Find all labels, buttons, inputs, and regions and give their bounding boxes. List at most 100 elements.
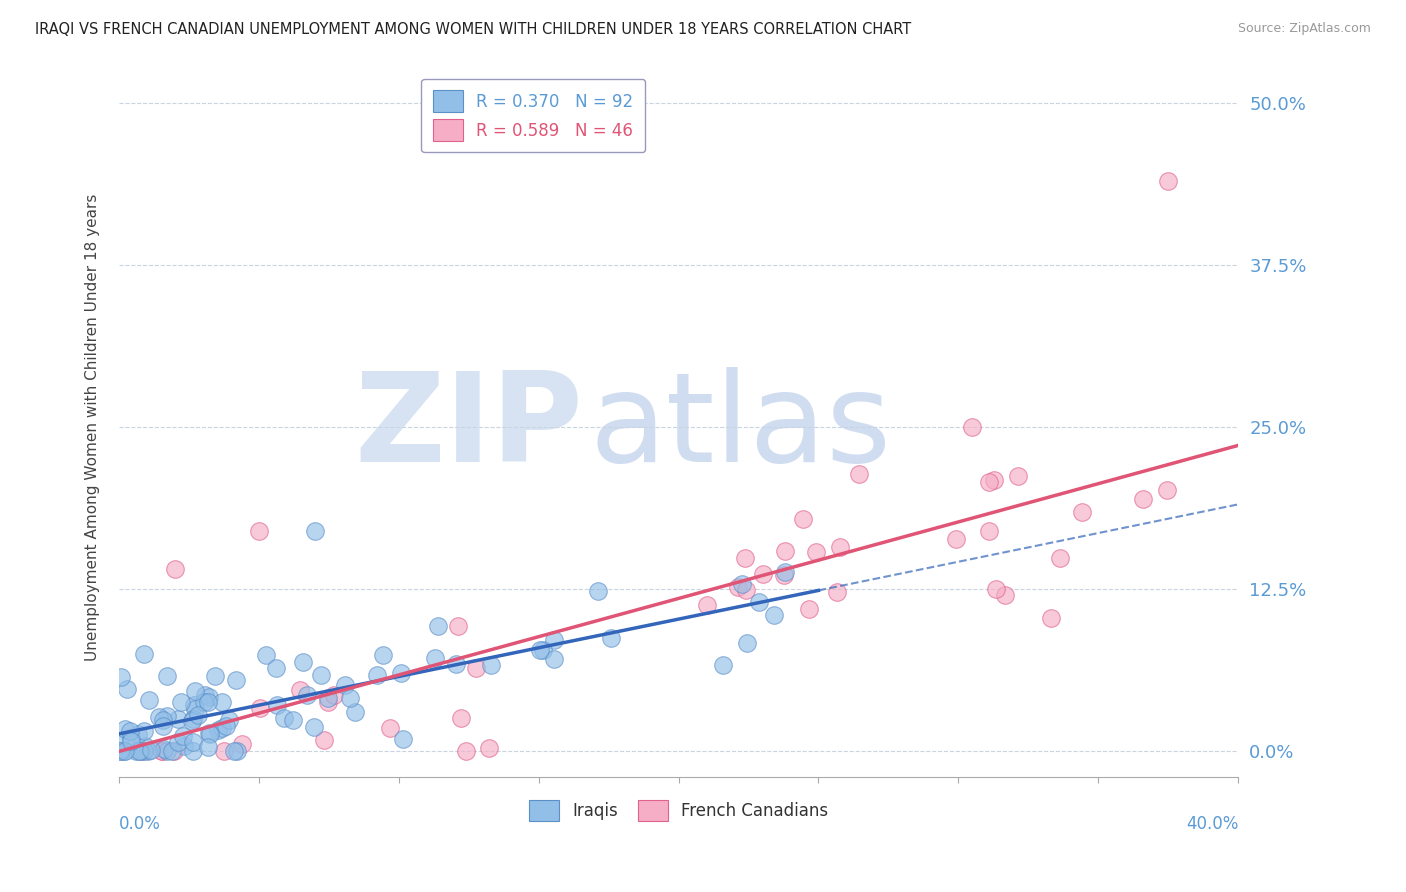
Point — [311, 668, 333, 682]
Point — [134, 647, 156, 661]
Point — [254, 648, 277, 662]
Point — [184, 684, 207, 698]
Point — [945, 533, 967, 547]
Point — [1156, 483, 1178, 497]
Point — [193, 695, 215, 709]
Point — [198, 727, 221, 741]
Point — [444, 657, 467, 671]
Point — [198, 690, 221, 704]
Point — [152, 719, 174, 733]
Point — [304, 524, 326, 538]
Point — [343, 706, 366, 720]
Point — [752, 566, 775, 581]
Point — [763, 608, 786, 623]
Point — [187, 708, 209, 723]
Point — [183, 698, 205, 712]
Point — [114, 722, 136, 736]
Point — [110, 744, 132, 758]
Point — [1157, 174, 1180, 188]
Point — [454, 744, 477, 758]
Point — [318, 691, 340, 706]
Point — [734, 550, 756, 565]
Point — [172, 730, 194, 744]
Point — [273, 711, 295, 725]
Point — [249, 701, 271, 715]
Point — [152, 713, 174, 727]
Point — [170, 695, 193, 709]
Point — [148, 710, 170, 724]
Point — [197, 695, 219, 709]
Point — [128, 744, 150, 758]
Point — [167, 712, 190, 726]
Point — [131, 744, 153, 758]
Text: IRAQI VS FRENCH CANADIAN UNEMPLOYMENT AMONG WOMEN WITH CHILDREN UNDER 18 YEARS C: IRAQI VS FRENCH CANADIAN UNEMPLOYMENT AM… — [35, 22, 911, 37]
Point — [156, 744, 179, 758]
Point — [695, 598, 717, 612]
Point — [120, 731, 142, 745]
Point — [114, 744, 136, 758]
Point — [181, 744, 204, 758]
Point — [215, 719, 238, 733]
Point — [207, 723, 229, 738]
Point — [312, 732, 335, 747]
Point — [204, 669, 226, 683]
Point — [825, 585, 848, 599]
Point — [339, 691, 361, 706]
Point — [371, 648, 394, 662]
Point — [163, 744, 186, 758]
Point — [479, 658, 502, 673]
Point — [156, 669, 179, 683]
Point — [423, 650, 446, 665]
Point — [586, 583, 609, 598]
Point — [392, 732, 415, 747]
Point — [167, 735, 190, 749]
Text: atlas: atlas — [589, 367, 891, 488]
Point — [117, 681, 139, 696]
Point — [150, 744, 173, 758]
Point — [129, 744, 152, 758]
Point — [380, 721, 402, 735]
Point — [984, 582, 1007, 597]
Point — [290, 683, 312, 698]
Point — [731, 577, 754, 591]
Point — [138, 693, 160, 707]
Point — [108, 734, 131, 748]
Point — [962, 420, 984, 434]
Point — [231, 737, 253, 751]
Point — [183, 702, 205, 716]
Point — [1039, 610, 1062, 624]
Point — [979, 524, 1001, 538]
Point — [150, 744, 173, 758]
Point — [804, 544, 827, 558]
Point — [211, 721, 233, 735]
Point — [465, 661, 488, 675]
Point — [156, 709, 179, 723]
Point — [543, 652, 565, 666]
Point — [127, 727, 149, 741]
Text: 40.0%: 40.0% — [1185, 815, 1239, 833]
Point — [297, 688, 319, 702]
Point — [162, 744, 184, 758]
Point — [727, 580, 749, 594]
Point — [181, 712, 204, 726]
Point — [292, 655, 315, 669]
Point — [194, 688, 217, 702]
Point — [120, 734, 142, 748]
Point — [225, 673, 247, 687]
Point — [711, 658, 734, 673]
Point — [134, 739, 156, 754]
Point — [450, 711, 472, 725]
Point — [775, 543, 797, 558]
Point — [316, 695, 339, 709]
Point — [181, 735, 204, 749]
Point — [281, 714, 304, 728]
Point — [173, 739, 195, 753]
Point — [1132, 491, 1154, 506]
Point — [830, 541, 852, 555]
Point — [426, 619, 449, 633]
Text: Source: ZipAtlas.com: Source: ZipAtlas.com — [1237, 22, 1371, 36]
Point — [335, 678, 357, 692]
Point — [153, 742, 176, 756]
Point — [323, 688, 346, 702]
Point — [977, 475, 1000, 490]
